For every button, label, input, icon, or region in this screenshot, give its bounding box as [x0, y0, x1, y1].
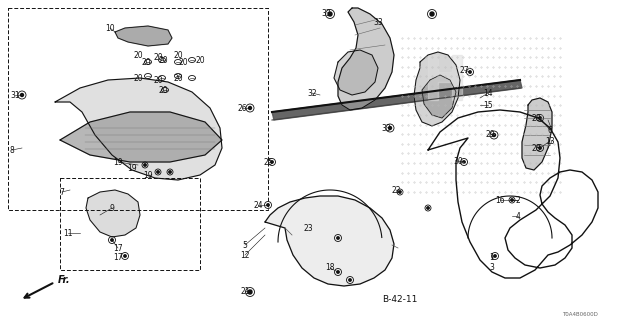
- Circle shape: [20, 93, 24, 97]
- Circle shape: [469, 71, 471, 73]
- Circle shape: [399, 191, 401, 193]
- Text: 31: 31: [10, 91, 20, 100]
- Polygon shape: [414, 52, 460, 126]
- Text: 13: 13: [545, 137, 555, 146]
- Circle shape: [539, 117, 541, 119]
- Text: 11: 11: [63, 228, 73, 237]
- Circle shape: [493, 133, 495, 137]
- Text: 25: 25: [263, 157, 273, 166]
- Text: 2: 2: [516, 196, 520, 204]
- Text: 32: 32: [307, 89, 317, 98]
- Polygon shape: [522, 98, 552, 170]
- Text: 19: 19: [127, 164, 137, 172]
- Text: 21: 21: [240, 287, 250, 297]
- Circle shape: [271, 161, 273, 163]
- Circle shape: [349, 279, 351, 281]
- Polygon shape: [272, 80, 522, 120]
- Text: 14: 14: [483, 89, 493, 98]
- Polygon shape: [115, 26, 172, 46]
- Circle shape: [144, 164, 146, 166]
- Text: 19: 19: [113, 157, 123, 166]
- Polygon shape: [428, 55, 462, 100]
- Text: 5: 5: [243, 241, 248, 250]
- Circle shape: [169, 171, 172, 173]
- Text: 20: 20: [195, 55, 205, 65]
- Text: 20: 20: [173, 51, 183, 60]
- Text: 18: 18: [325, 263, 335, 273]
- Circle shape: [337, 237, 339, 239]
- Text: B-42-11: B-42-11: [382, 295, 418, 305]
- Text: 8: 8: [10, 146, 14, 155]
- Circle shape: [494, 255, 496, 257]
- Polygon shape: [265, 196, 394, 286]
- Text: 28: 28: [531, 114, 541, 123]
- Text: 29: 29: [485, 130, 495, 139]
- Circle shape: [463, 161, 465, 163]
- Polygon shape: [55, 78, 222, 180]
- Circle shape: [388, 126, 392, 130]
- Text: 28: 28: [531, 143, 541, 153]
- Circle shape: [157, 171, 159, 173]
- Text: 16: 16: [495, 196, 505, 204]
- Text: 33: 33: [373, 18, 383, 27]
- Text: 20: 20: [133, 74, 143, 83]
- Text: 6: 6: [548, 125, 552, 134]
- Text: 20: 20: [178, 58, 188, 67]
- Text: 23: 23: [303, 223, 313, 233]
- Circle shape: [427, 207, 429, 209]
- Circle shape: [511, 199, 513, 201]
- Text: 3: 3: [490, 263, 495, 273]
- Text: 20: 20: [141, 58, 151, 67]
- Text: Fr.: Fr.: [58, 275, 70, 285]
- Text: 4: 4: [516, 212, 520, 220]
- Text: 20: 20: [133, 51, 143, 60]
- Polygon shape: [86, 190, 140, 237]
- Polygon shape: [60, 112, 222, 162]
- Circle shape: [111, 239, 113, 241]
- Polygon shape: [338, 8, 394, 110]
- Text: 10: 10: [105, 23, 115, 33]
- Circle shape: [267, 204, 269, 206]
- Text: 30: 30: [453, 156, 463, 165]
- Circle shape: [539, 147, 541, 149]
- Text: 1: 1: [490, 253, 494, 262]
- Text: 33: 33: [321, 9, 331, 18]
- Text: 15: 15: [483, 100, 493, 109]
- Text: 33: 33: [381, 124, 391, 132]
- Text: 27: 27: [459, 66, 469, 75]
- Text: 20: 20: [158, 55, 168, 65]
- Text: T0A4B0600D: T0A4B0600D: [562, 311, 598, 316]
- Text: 20: 20: [173, 74, 183, 83]
- Text: 26: 26: [237, 103, 247, 113]
- Text: 17: 17: [113, 244, 123, 252]
- Text: 20: 20: [153, 52, 163, 61]
- Circle shape: [328, 12, 332, 16]
- Text: 12: 12: [240, 251, 250, 260]
- Text: 22: 22: [391, 186, 401, 195]
- Circle shape: [337, 271, 339, 273]
- Polygon shape: [422, 75, 456, 118]
- Circle shape: [124, 255, 126, 257]
- Text: 7: 7: [60, 188, 65, 196]
- Circle shape: [248, 107, 252, 109]
- Text: 20: 20: [158, 85, 168, 94]
- Circle shape: [248, 290, 252, 294]
- Text: 19: 19: [143, 171, 153, 180]
- Text: 9: 9: [109, 204, 115, 212]
- Text: 24: 24: [253, 201, 263, 210]
- Text: 17: 17: [113, 253, 123, 262]
- Text: 20: 20: [153, 76, 163, 84]
- Circle shape: [430, 12, 434, 16]
- Polygon shape: [334, 50, 378, 95]
